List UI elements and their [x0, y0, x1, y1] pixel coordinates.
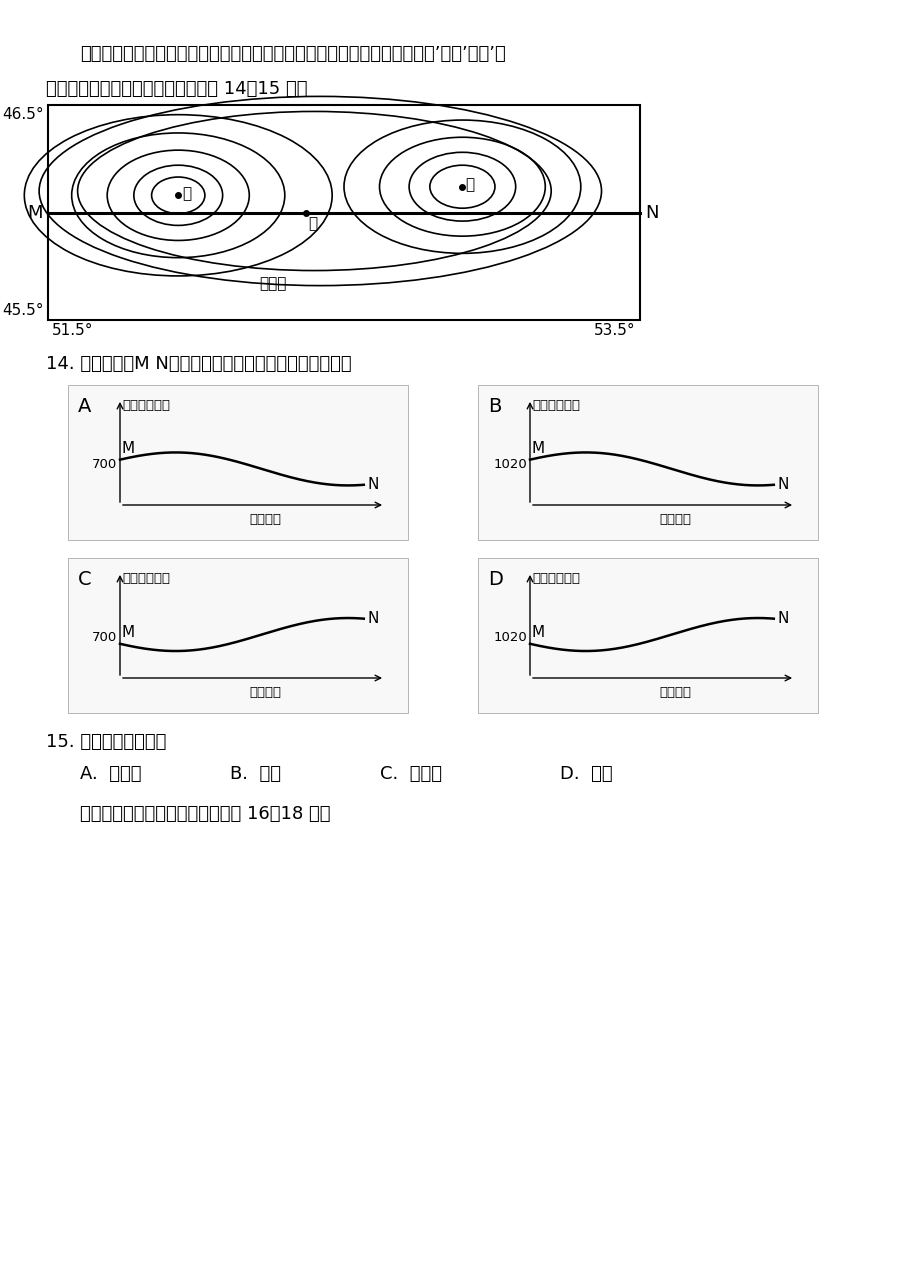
Text: 丙: 丙	[465, 177, 474, 192]
Text: 1020: 1020	[493, 457, 527, 471]
Text: 700: 700	[92, 457, 117, 471]
Text: A: A	[78, 397, 91, 417]
Text: 水平距高: 水平距高	[249, 685, 281, 699]
Text: 读某地高空同一等压面上等高线变化图。甲、乙、丙三地对应的近地面为甲’、乙’、丙’，: 读某地高空同一等压面上等高线变化图。甲、乙、丙三地对应的近地面为甲’、乙’、丙’…	[80, 45, 505, 62]
Text: 水平距高: 水平距高	[659, 513, 691, 526]
Text: 由甲到丙海拔逐渐降低。据图，完成 14～15 题。: 由甲到丙海拔逐渐降低。据图，完成 14～15 题。	[46, 80, 307, 98]
Text: 15. 此时乙点的风向为: 15. 此时乙点的风向为	[46, 733, 166, 750]
Bar	[48, 104, 640, 320]
Text: A.  东南风: A. 东南风	[80, 764, 142, 784]
Text: 51.5°: 51.5°	[52, 324, 94, 338]
Text: N: N	[777, 478, 789, 492]
Text: 水平距高: 水平距高	[659, 685, 691, 699]
Text: 读我国某冻土层变化示意图，完成 16～18 题。: 读我国某冻土层变化示意图，完成 16～18 题。	[80, 805, 330, 823]
Text: B.  南风: B. 南风	[230, 764, 280, 784]
Text: 水平距高: 水平距高	[249, 513, 281, 526]
Text: 45.5°: 45.5°	[3, 303, 44, 318]
Text: 1020: 1020	[493, 631, 527, 643]
Text: 700: 700	[92, 631, 117, 643]
Text: M: M	[28, 204, 43, 222]
Text: M: M	[122, 441, 135, 456]
Text: C.  西北风: C. 西北风	[380, 764, 441, 784]
Text: 气压（百帕）: 气压（百帕）	[531, 572, 579, 585]
Text: N: N	[644, 204, 658, 222]
Text: N: N	[368, 478, 379, 492]
Text: 14. 最能反映沿M N线对应剖面的近地面气压分布状况的是: 14. 最能反映沿M N线对应剖面的近地面气压分布状况的是	[46, 355, 351, 373]
Text: D: D	[487, 569, 503, 589]
Text: C: C	[78, 569, 92, 589]
Text: 46.5°: 46.5°	[3, 107, 44, 122]
Text: 气压（百帕）: 气压（百帕）	[122, 399, 170, 412]
Text: 气压（百帕）: 气压（百帕）	[531, 399, 579, 412]
Bar	[478, 385, 817, 540]
Text: 等高线: 等高线	[259, 276, 287, 290]
Text: 乙: 乙	[308, 217, 317, 232]
Text: N: N	[777, 612, 789, 627]
Text: 甲: 甲	[182, 186, 191, 201]
Text: B: B	[487, 397, 501, 417]
Text: M: M	[122, 624, 135, 640]
Bar	[68, 385, 407, 540]
Text: 气压（百帕）: 气压（百帕）	[122, 572, 170, 585]
Text: M: M	[531, 624, 545, 640]
Text: N: N	[368, 612, 379, 627]
Text: D.  北风: D. 北风	[560, 764, 612, 784]
Text: 53.5°: 53.5°	[594, 324, 635, 338]
Text: M: M	[531, 441, 545, 456]
Bar	[68, 558, 407, 713]
Bar	[478, 558, 817, 713]
